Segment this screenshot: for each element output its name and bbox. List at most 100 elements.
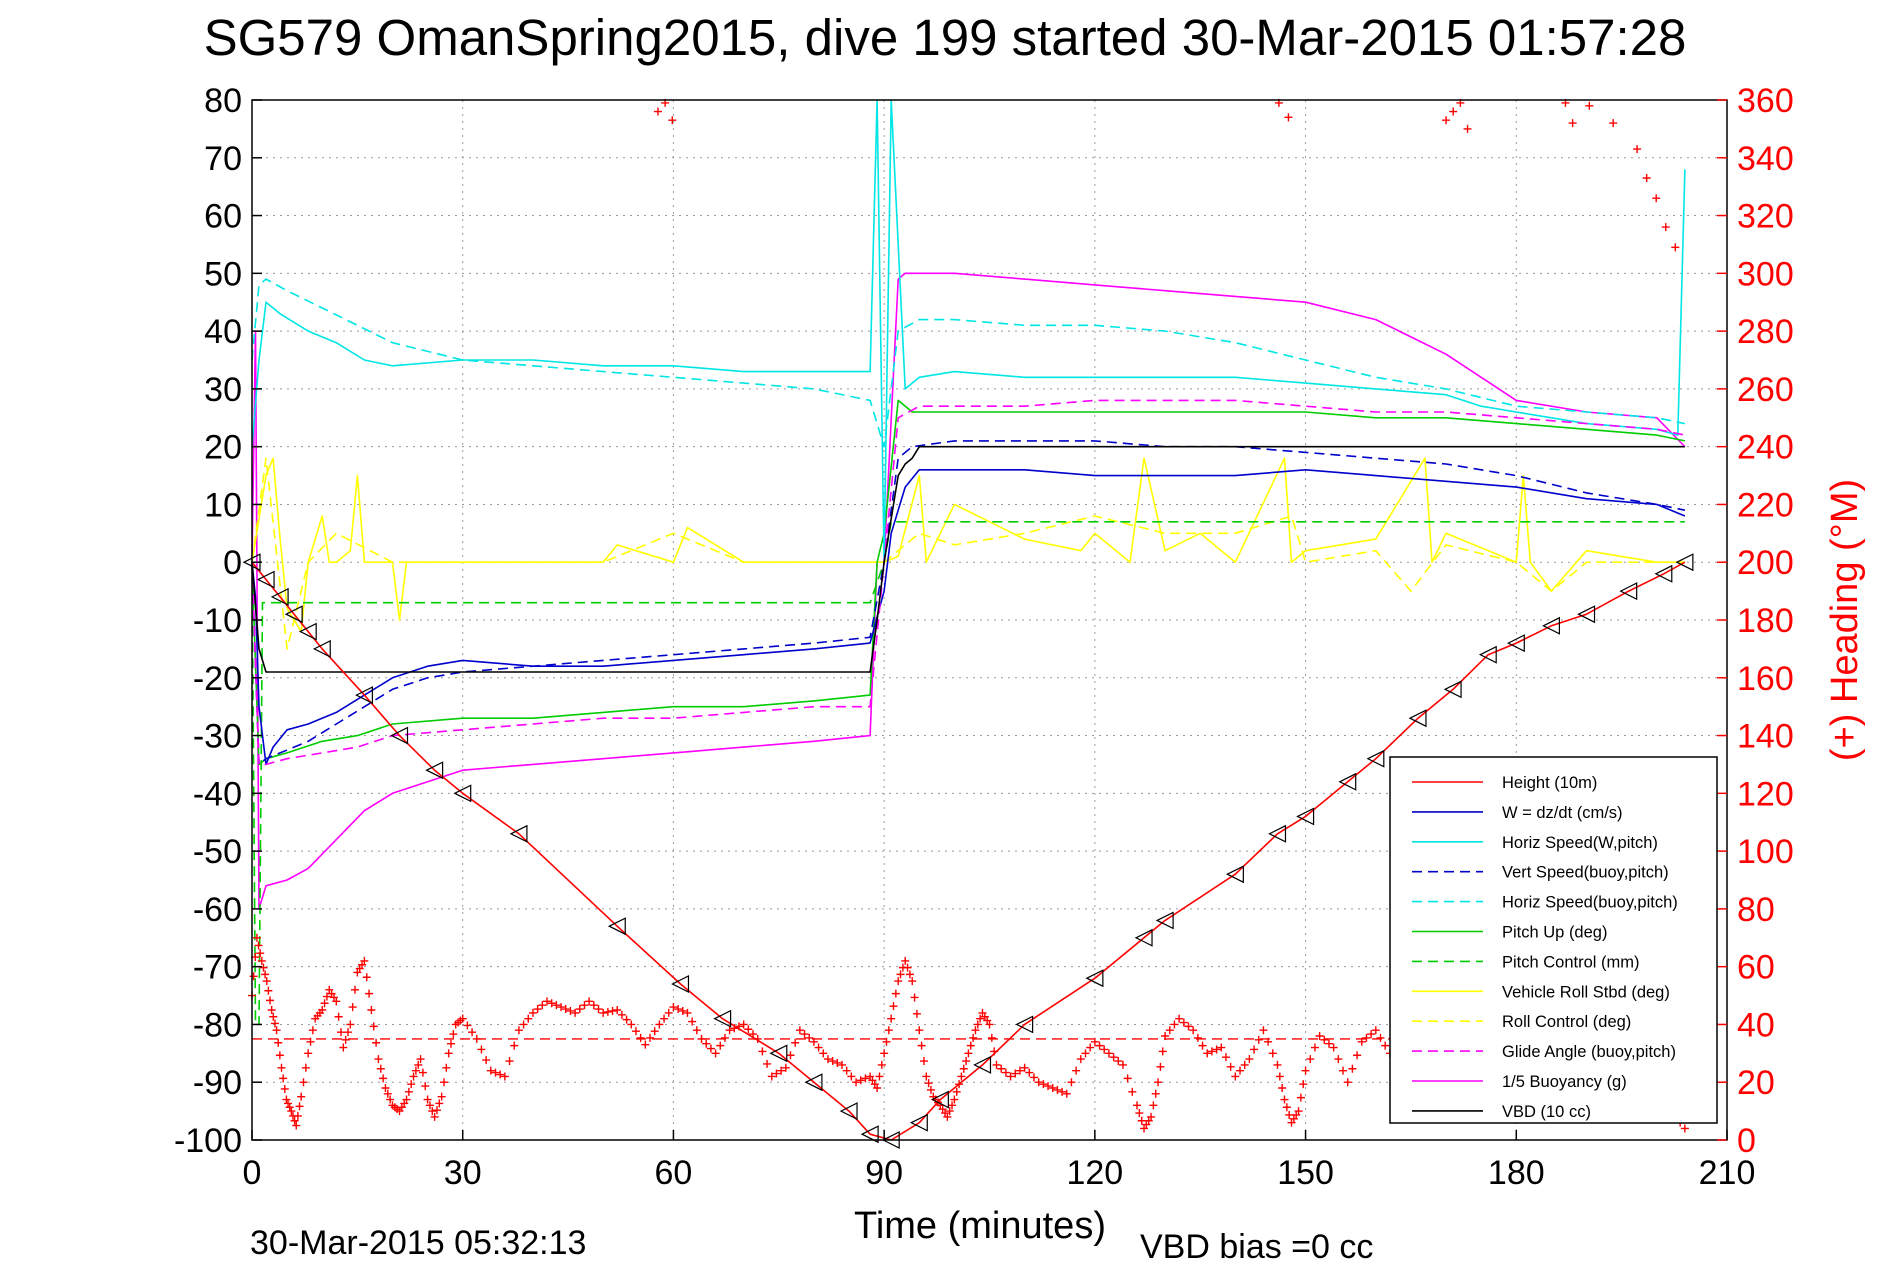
heading-point bbox=[706, 1044, 715, 1053]
heading-point bbox=[322, 992, 331, 1001]
heading-point bbox=[270, 1019, 279, 1028]
heading-point bbox=[561, 1005, 570, 1014]
x-tick-label: 90 bbox=[865, 1154, 903, 1192]
y-right-tick-label: 200 bbox=[1737, 544, 1794, 582]
heading-point bbox=[894, 977, 903, 986]
heading-point bbox=[1062, 1089, 1071, 1098]
heading-point bbox=[274, 1038, 283, 1047]
heading-point bbox=[838, 1060, 846, 1069]
heading-point bbox=[749, 1030, 758, 1039]
heading-point bbox=[566, 1006, 575, 1015]
heading-point bbox=[915, 1026, 924, 1035]
heading-point bbox=[1371, 1026, 1380, 1035]
heading-point bbox=[1104, 1049, 1113, 1058]
height-marker bbox=[1506, 634, 1525, 653]
heading-point bbox=[668, 116, 677, 125]
heading-point bbox=[683, 1008, 692, 1017]
heading-point bbox=[1158, 1047, 1167, 1056]
y-tick-label: -80 bbox=[193, 1006, 242, 1044]
heading-point bbox=[971, 1026, 980, 1035]
legend-label-roll-control-deg: Roll Control (deg) bbox=[1502, 1013, 1631, 1031]
heading-point bbox=[1151, 1089, 1160, 1098]
y-tick-label: 30 bbox=[204, 371, 242, 409]
heading-point bbox=[711, 1049, 720, 1058]
height-marker bbox=[804, 1073, 823, 1092]
heading-point bbox=[669, 1003, 678, 1012]
heading-point bbox=[447, 1039, 456, 1048]
heading-point bbox=[1165, 1026, 1174, 1035]
heading-point bbox=[828, 1057, 837, 1066]
heading-point bbox=[1285, 1110, 1294, 1119]
y-right-tick-label: 40 bbox=[1737, 1006, 1775, 1044]
heading-point bbox=[702, 1039, 711, 1048]
heading-point bbox=[678, 1006, 687, 1015]
series-vbd-10-cc bbox=[251, 445, 1685, 673]
height-marker bbox=[1268, 824, 1287, 843]
heading-point bbox=[1463, 124, 1472, 133]
heading-point bbox=[959, 1064, 968, 1073]
y-tick-label: 70 bbox=[204, 140, 242, 178]
heading-point bbox=[472, 1034, 481, 1043]
heading-point bbox=[292, 1121, 301, 1130]
heading-point bbox=[1156, 1062, 1165, 1071]
heading-point bbox=[1109, 1053, 1118, 1062]
heading-point bbox=[308, 1026, 317, 1035]
series-w-dz-dt-cm-s bbox=[251, 468, 1686, 766]
height-marker bbox=[1134, 928, 1153, 947]
heading-point bbox=[964, 1049, 973, 1058]
heading-point bbox=[571, 1008, 580, 1017]
heading-point bbox=[674, 1005, 683, 1014]
heading-point bbox=[456, 1016, 465, 1025]
heading-point bbox=[1123, 1074, 1132, 1083]
heading-point bbox=[341, 1035, 350, 1044]
heading-point bbox=[1090, 1037, 1099, 1046]
heading-point bbox=[1357, 1037, 1366, 1046]
heading-point bbox=[400, 1099, 409, 1108]
heading-point bbox=[1170, 1020, 1179, 1029]
height-marker bbox=[1443, 680, 1462, 699]
legend-label-glide-angle-buoy-pitch: Glide Angle (buoy,pitch) bbox=[1502, 1043, 1676, 1061]
heading-point bbox=[1282, 1103, 1291, 1112]
heading-point bbox=[297, 1092, 306, 1101]
height-marker bbox=[453, 784, 472, 803]
x-tick-label: 30 bbox=[444, 1154, 482, 1192]
height-marker bbox=[1338, 772, 1357, 791]
y-tick-label: 60 bbox=[204, 198, 242, 236]
heading-point bbox=[1299, 1080, 1308, 1089]
height-marker bbox=[1675, 553, 1694, 572]
heading-point bbox=[1353, 1051, 1362, 1060]
heading-point bbox=[1324, 1039, 1333, 1048]
heading-point bbox=[948, 1101, 957, 1110]
legend-label-pitch-up-deg: Pitch Up (deg) bbox=[1502, 924, 1607, 942]
heading-point bbox=[889, 1002, 898, 1011]
heading-point bbox=[622, 1015, 631, 1024]
heading-point bbox=[969, 1033, 978, 1042]
heading-point bbox=[1334, 1055, 1343, 1064]
heading-point bbox=[1189, 1026, 1198, 1035]
y-right-tick-label: 0 bbox=[1737, 1122, 1756, 1160]
heading-point bbox=[1039, 1080, 1048, 1089]
heading-point bbox=[594, 1005, 603, 1014]
heading-point bbox=[1273, 1060, 1282, 1069]
heading-point bbox=[320, 999, 329, 1008]
heading-point bbox=[1217, 1043, 1226, 1052]
heading-point bbox=[376, 1064, 385, 1073]
heading-point bbox=[528, 1008, 537, 1017]
heading-point bbox=[1320, 1035, 1329, 1044]
heading-point bbox=[1067, 1078, 1076, 1087]
y-tick-label: -90 bbox=[193, 1064, 242, 1102]
heading-point bbox=[1072, 1066, 1081, 1075]
height-marker bbox=[1015, 1015, 1034, 1034]
heading-point bbox=[1661, 223, 1670, 232]
heading-point bbox=[650, 1027, 659, 1036]
heading-point bbox=[336, 1028, 345, 1037]
heading-point bbox=[891, 989, 900, 998]
height-marker bbox=[256, 570, 275, 589]
heading-point bbox=[414, 1060, 423, 1069]
y-right-tick-label: 280 bbox=[1737, 313, 1794, 351]
y-tick-label: 20 bbox=[204, 429, 242, 467]
height-marker bbox=[1542, 616, 1561, 635]
heading-point bbox=[285, 1103, 294, 1112]
heading-point bbox=[1339, 1066, 1348, 1075]
heading-point bbox=[884, 1026, 893, 1035]
